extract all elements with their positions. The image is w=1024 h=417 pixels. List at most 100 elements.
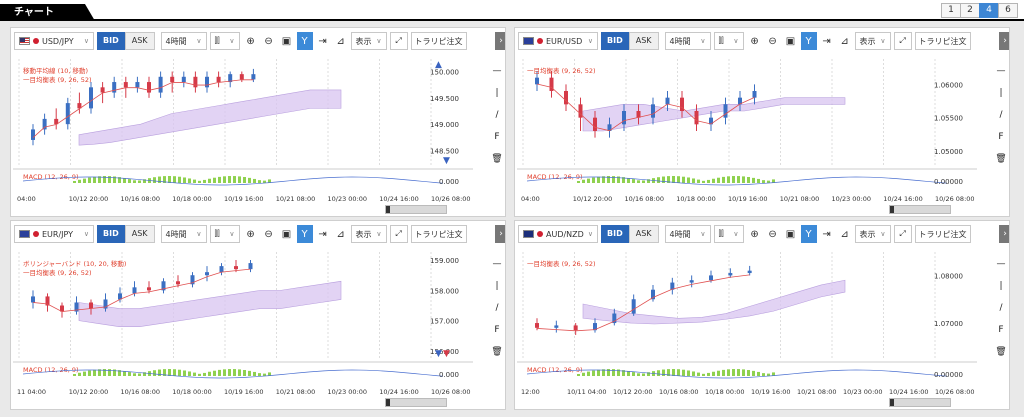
zoom-in-icon[interactable]: ⊕ xyxy=(750,35,759,47)
symbol-select[interactable]: USD/JPY ∨ xyxy=(14,32,94,50)
display-menu[interactable]: 表示 ∨ xyxy=(854,32,891,50)
y-tick-label: 1.07000 xyxy=(934,320,963,328)
macd-histogram-bar xyxy=(158,176,161,183)
chart-scrollbar[interactable] xyxy=(889,205,951,214)
expand-icon[interactable]: ⤢ xyxy=(389,32,408,50)
ya-icon[interactable]: Y xyxy=(800,225,817,243)
vertical-line-icon[interactable]: | xyxy=(999,281,1003,291)
order-button[interactable]: トラリピ注文 xyxy=(914,32,971,50)
x-tick-label: 10/26 08:00 xyxy=(431,388,471,396)
fibo-icon[interactable]: F xyxy=(998,325,1004,335)
macd-histogram-bar xyxy=(188,178,191,183)
zoom-in-icon[interactable]: ⊕ xyxy=(246,35,255,47)
minus-icon[interactable]: — xyxy=(492,66,502,76)
minus-icon[interactable]: — xyxy=(996,66,1006,76)
price-chart[interactable]: 移動平均線 (10, 移動)一目均衡表 (9, 26, 52) 150.000 14… xyxy=(13,55,473,205)
trend-line-icon[interactable]: / xyxy=(495,303,499,313)
display-menu[interactable]: 表示 ∨ xyxy=(854,225,891,243)
ask-button[interactable]: ASK xyxy=(628,32,659,50)
order-button[interactable]: トラリピ注文 xyxy=(914,225,971,243)
indicator-icon[interactable]: ⊿ xyxy=(336,35,345,47)
bid-button[interactable]: BID xyxy=(97,32,125,50)
zoom-in-icon[interactable]: ⊕ xyxy=(246,228,255,240)
zoom-out-icon[interactable]: ⊖ xyxy=(264,228,273,240)
candle-body xyxy=(161,281,166,291)
trash-icon[interactable]: 🗑 xyxy=(491,154,503,164)
trend-line-icon[interactable]: / xyxy=(999,110,1003,120)
display-menu[interactable]: 表示 ∨ xyxy=(350,32,387,50)
timeframe-select[interactable]: 4時間 ∨ xyxy=(664,225,711,243)
timeframe-select[interactable]: 4時間 ∨ xyxy=(664,32,711,50)
fit-icon[interactable]: ▣ xyxy=(785,228,796,240)
bid-button[interactable]: BID xyxy=(601,32,629,50)
order-button[interactable]: トラリピ注文 xyxy=(410,32,467,50)
fit-icon[interactable]: ▣ xyxy=(281,35,292,47)
trash-icon[interactable]: 🗑 xyxy=(491,347,503,357)
page-button-2[interactable]: 2 xyxy=(960,3,980,18)
zoom-out-icon[interactable]: ⊖ xyxy=(264,35,273,47)
x-tick-label: 10/18 00:00 xyxy=(676,195,716,203)
page-button-1[interactable]: 1 xyxy=(941,3,961,18)
trend-line-icon[interactable]: / xyxy=(495,110,499,120)
indicator-icon[interactable]: ⊿ xyxy=(840,35,849,47)
ask-button[interactable]: ASK xyxy=(124,32,155,50)
jump-end-icon[interactable]: ⇥ xyxy=(318,35,327,47)
fibo-icon[interactable]: F xyxy=(998,132,1004,142)
panel-slide-icon[interactable]: › xyxy=(495,32,505,50)
chart-type-select[interactable]: ⫿⫿ ∨ xyxy=(713,225,744,243)
zoom-in-icon[interactable]: ⊕ xyxy=(750,228,759,240)
panel-slide-icon[interactable]: › xyxy=(999,32,1009,50)
minus-icon[interactable]: — xyxy=(996,259,1006,269)
symbol-select[interactable]: EUR/USD ∨ xyxy=(518,32,598,50)
jump-end-icon[interactable]: ⇥ xyxy=(822,228,831,240)
display-menu[interactable]: 表示 ∨ xyxy=(350,225,387,243)
chart-type-select[interactable]: ⫿⫿ ∨ xyxy=(209,32,240,50)
chart-type-select[interactable]: ⫿⫿ ∨ xyxy=(713,32,744,50)
bid-button[interactable]: BID xyxy=(601,225,629,243)
timeframe-select[interactable]: 4時間 ∨ xyxy=(160,32,207,50)
expand-icon[interactable]: ⤢ xyxy=(389,225,408,243)
chart-scrollbar[interactable] xyxy=(385,398,447,407)
trend-line-icon[interactable]: / xyxy=(999,303,1003,313)
ya-icon[interactable]: Y xyxy=(296,225,313,243)
indicator-icon[interactable]: ⊿ xyxy=(336,228,345,240)
page-button-6[interactable]: 6 xyxy=(998,3,1018,18)
trash-icon[interactable]: 🗑 xyxy=(995,154,1007,164)
ya-icon[interactable]: Y xyxy=(296,32,313,50)
chart-scrollbar[interactable] xyxy=(385,205,447,214)
ask-button[interactable]: ASK xyxy=(628,225,659,243)
indicator-icon[interactable]: ⊿ xyxy=(840,228,849,240)
vertical-line-icon[interactable]: | xyxy=(999,88,1003,98)
page-button-4[interactable]: 4 xyxy=(979,3,999,18)
order-button[interactable]: トラリピ注文 xyxy=(410,225,467,243)
panel-slide-icon[interactable]: › xyxy=(999,225,1009,243)
expand-icon[interactable]: ⤢ xyxy=(893,32,912,50)
symbol-select[interactable]: EUR/JPY ∨ xyxy=(14,225,94,243)
price-chart[interactable]: ボリンジャーバンド (10, 20, 移動)一目均衡表 (9, 26, 52) 1… xyxy=(13,248,473,398)
jump-end-icon[interactable]: ⇥ xyxy=(318,228,327,240)
fibo-icon[interactable]: F xyxy=(494,325,500,335)
price-chart[interactable]: 一目均衡表 (9, 26, 52) 1.06000 1.05500 1.05000 MA… xyxy=(517,55,977,205)
zoom-out-icon[interactable]: ⊖ xyxy=(768,35,777,47)
ya-icon[interactable]: Y xyxy=(800,32,817,50)
drawing-tools: — | / F 🗑 xyxy=(489,66,505,176)
minus-icon[interactable]: — xyxy=(492,259,502,269)
tab-chart[interactable]: チャート xyxy=(0,4,95,21)
timeframe-select[interactable]: 4時間 ∨ xyxy=(160,225,207,243)
expand-icon[interactable]: ⤢ xyxy=(893,225,912,243)
vertical-line-icon[interactable]: | xyxy=(495,281,499,291)
fibo-icon[interactable]: F xyxy=(494,132,500,142)
chart-scrollbar[interactable] xyxy=(889,398,951,407)
fit-icon[interactable]: ▣ xyxy=(281,228,292,240)
ask-button[interactable]: ASK xyxy=(124,225,155,243)
panel-slide-icon[interactable]: › xyxy=(495,225,505,243)
jump-end-icon[interactable]: ⇥ xyxy=(822,35,831,47)
vertical-line-icon[interactable]: | xyxy=(495,88,499,98)
fit-icon[interactable]: ▣ xyxy=(785,35,796,47)
symbol-select[interactable]: AUD/NZD ∨ xyxy=(518,225,598,243)
bid-button[interactable]: BID xyxy=(97,225,125,243)
trash-icon[interactable]: 🗑 xyxy=(995,347,1007,357)
zoom-out-icon[interactable]: ⊖ xyxy=(768,228,777,240)
chart-type-select[interactable]: ⫿⫿ ∨ xyxy=(209,225,240,243)
price-chart[interactable]: 一目均衡表 (9, 26, 52) 1.08000 1.07000 MACD (12,… xyxy=(517,248,977,398)
